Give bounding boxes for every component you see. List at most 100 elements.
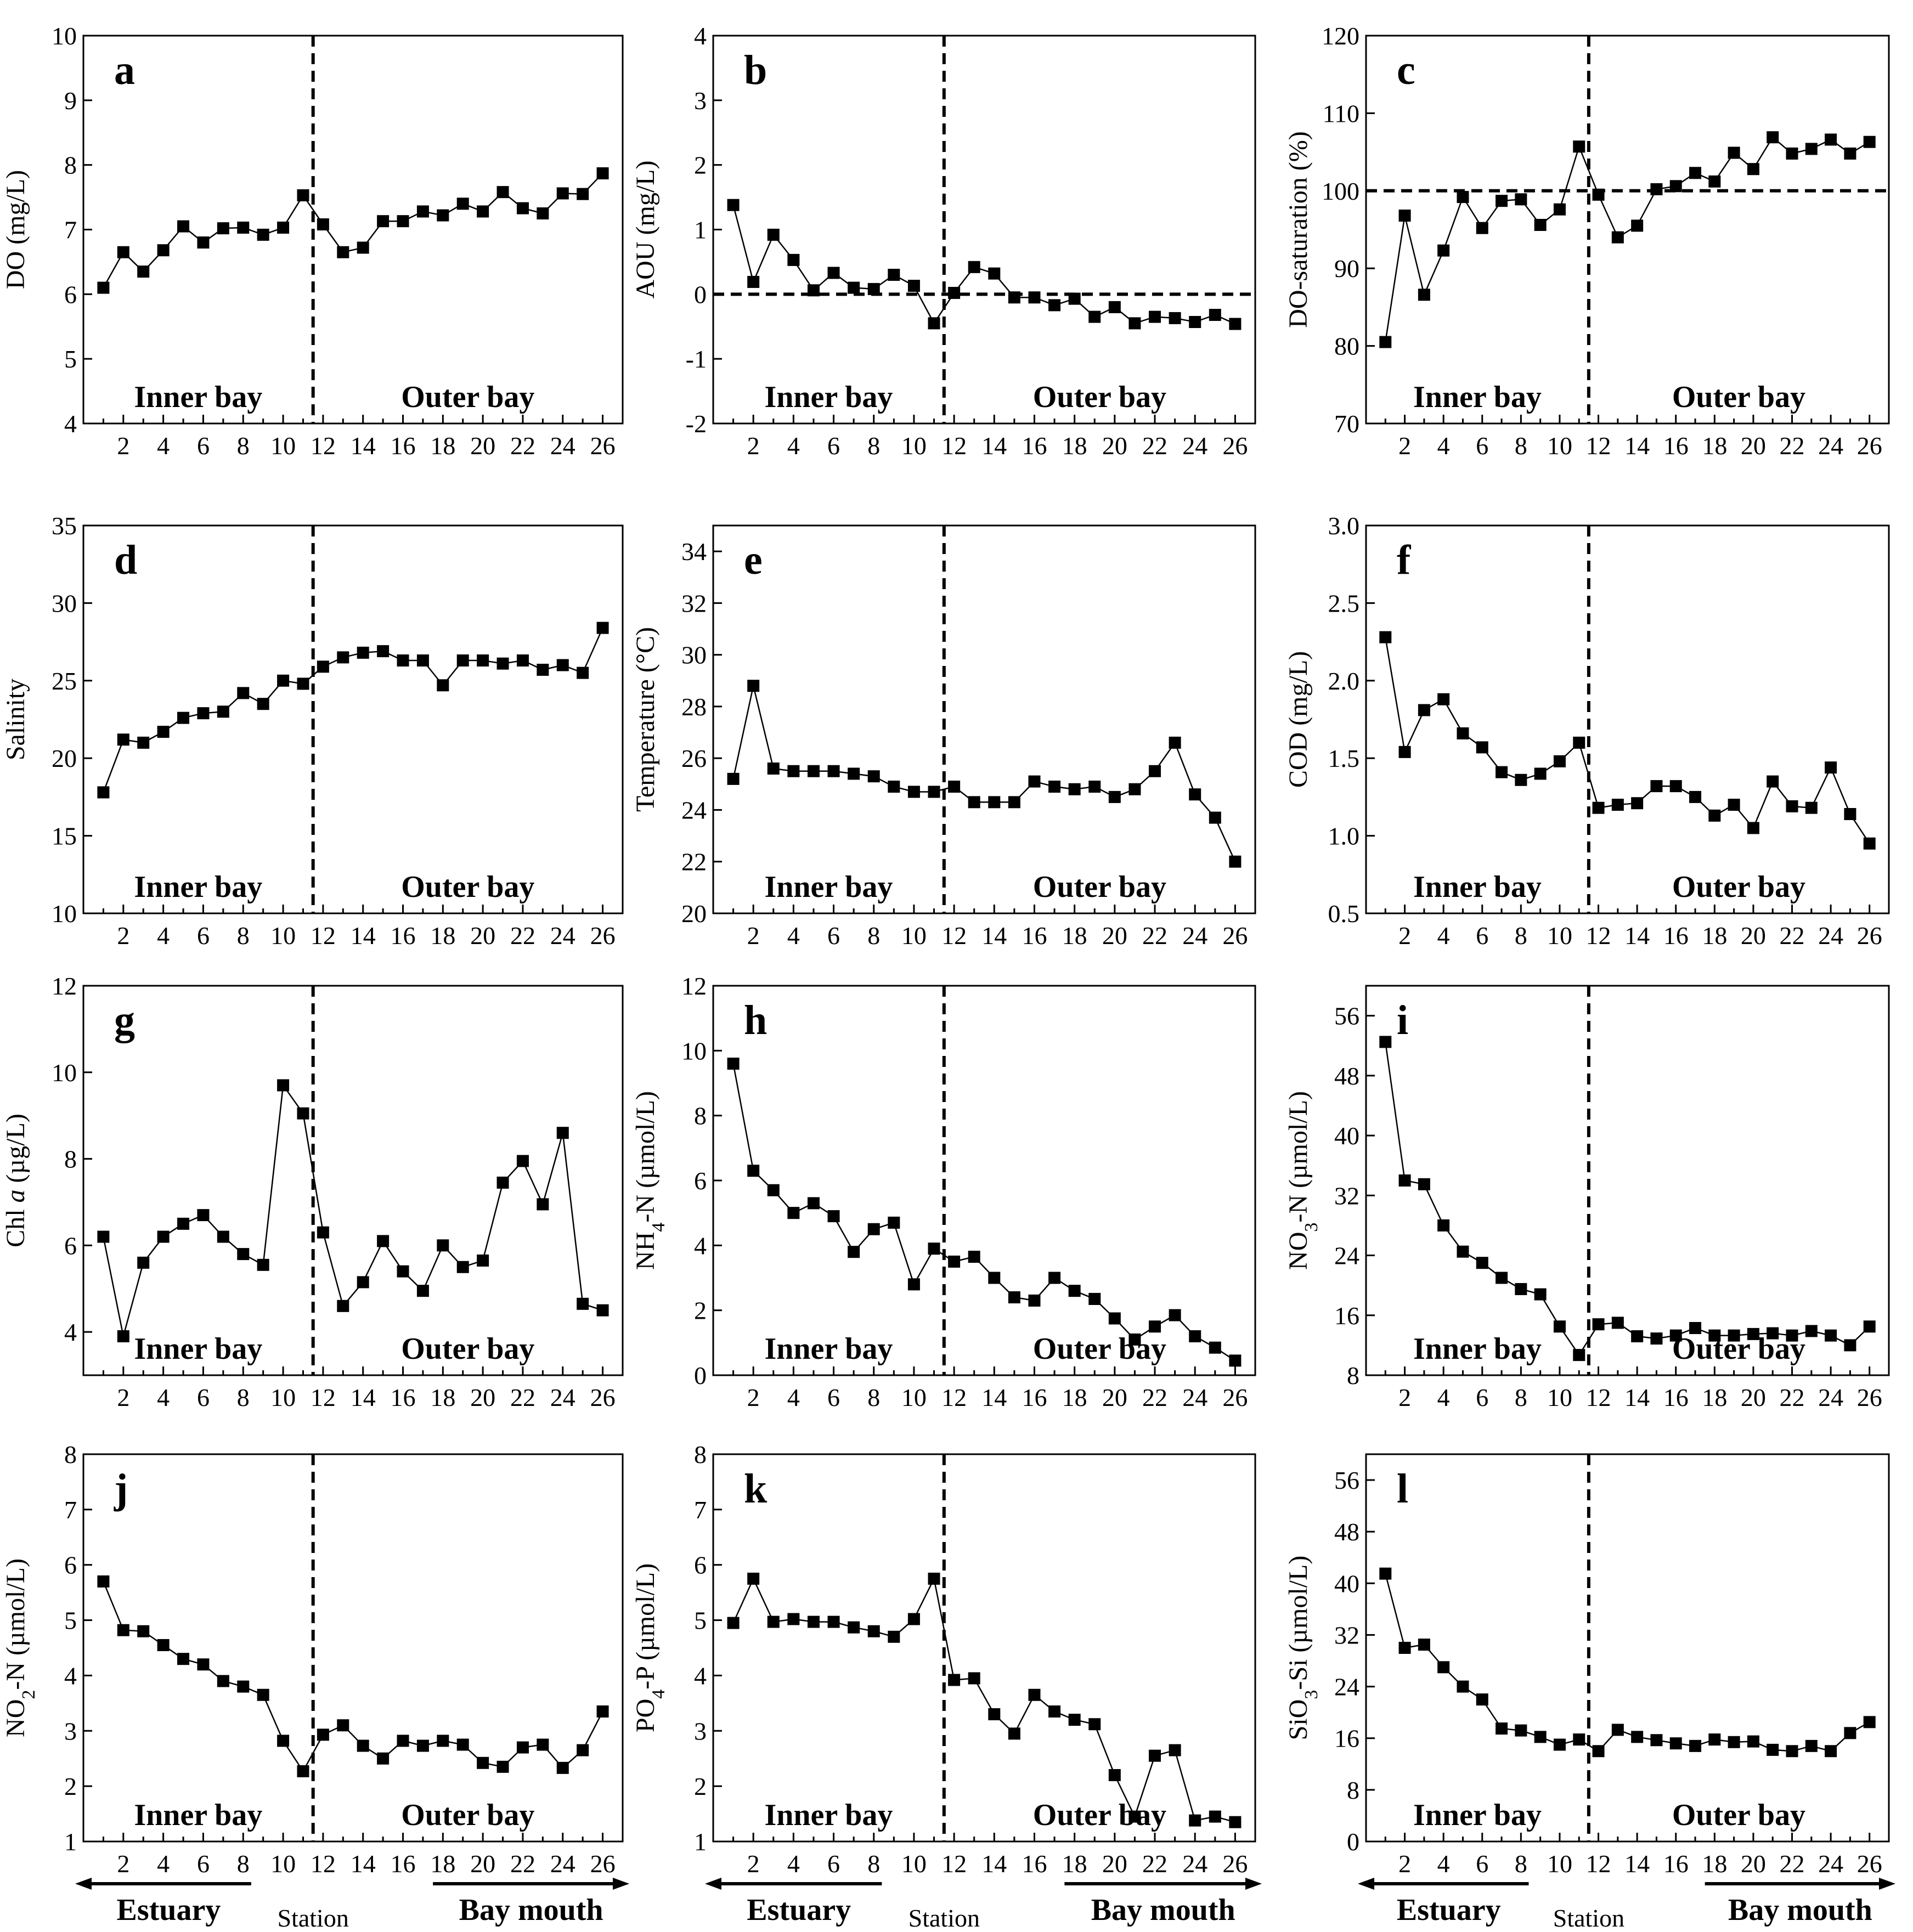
x-tick-label: 4 bbox=[787, 922, 800, 950]
plot-frame bbox=[712, 1453, 1256, 1843]
data-point bbox=[1611, 1724, 1624, 1736]
y-tick-label: 35 bbox=[52, 512, 77, 540]
data-point bbox=[1169, 1309, 1181, 1321]
y-tick-label: 3 bbox=[694, 87, 707, 115]
y-axis-title: AOU (mg/L) bbox=[631, 161, 660, 299]
series-line bbox=[1385, 136, 1870, 342]
data-point bbox=[867, 770, 880, 783]
data-point bbox=[537, 1738, 549, 1751]
x-tick-label: 18 bbox=[1062, 1383, 1087, 1411]
data-point bbox=[1209, 1810, 1221, 1823]
panel-letter: g bbox=[114, 997, 135, 1043]
data-point bbox=[1398, 1174, 1411, 1187]
series-line bbox=[732, 205, 1235, 325]
x-tick-label: 14 bbox=[351, 1850, 376, 1878]
region-label-outer: Outer bay bbox=[1033, 380, 1166, 414]
data-point bbox=[1825, 1329, 1837, 1342]
data-point bbox=[968, 1672, 980, 1685]
data-point bbox=[97, 1230, 110, 1243]
data-point bbox=[556, 659, 569, 671]
data-point bbox=[747, 1165, 760, 1177]
y-tick-label: 4 bbox=[64, 1318, 77, 1346]
plot-frame bbox=[712, 524, 1256, 914]
data-point bbox=[337, 651, 349, 664]
y-tick-label: 1.0 bbox=[1328, 822, 1360, 850]
y-tick-label: 12 bbox=[681, 972, 707, 1000]
data-point bbox=[1149, 310, 1161, 323]
data-point bbox=[1108, 1312, 1121, 1325]
data-point bbox=[297, 189, 309, 202]
y-tick-label: 8 bbox=[1347, 1776, 1359, 1804]
y-tick-label: 20 bbox=[52, 744, 77, 772]
data-point bbox=[1650, 183, 1663, 195]
x-tick-label: 8 bbox=[1515, 432, 1527, 460]
data-point bbox=[767, 1615, 780, 1628]
data-point bbox=[1844, 1339, 1856, 1352]
y-tick-label: 2 bbox=[64, 1772, 77, 1800]
data-point bbox=[747, 1572, 760, 1585]
x-tick-label: 6 bbox=[1476, 1383, 1488, 1411]
y-tick-label: 0.5 bbox=[1328, 900, 1360, 928]
x-tick-label: 20 bbox=[1741, 1383, 1766, 1411]
data-point bbox=[848, 767, 860, 780]
data-point bbox=[437, 679, 449, 692]
data-point bbox=[537, 207, 549, 220]
data-point bbox=[1689, 790, 1702, 803]
data-point bbox=[1088, 1718, 1101, 1731]
plot-frame bbox=[82, 1453, 624, 1843]
y-tick-label: 40 bbox=[1334, 1122, 1359, 1150]
data-point bbox=[1209, 1341, 1221, 1354]
y-tick-label: -1 bbox=[686, 345, 707, 373]
x-tick-label: 22 bbox=[510, 1850, 535, 1878]
data-point bbox=[827, 1615, 840, 1628]
x-tick-label: 12 bbox=[941, 432, 967, 460]
x-tick-label: 12 bbox=[941, 922, 967, 950]
data-point bbox=[1747, 1735, 1759, 1748]
data-point bbox=[1457, 191, 1469, 204]
panel-letter: h bbox=[744, 997, 767, 1043]
data-point bbox=[787, 1207, 800, 1219]
data-point bbox=[137, 265, 150, 278]
data-point bbox=[1863, 1320, 1876, 1333]
x-tick-label: 6 bbox=[1476, 432, 1488, 460]
x-tick-label: 24 bbox=[550, 432, 575, 460]
x-tick-label: 22 bbox=[1142, 922, 1167, 950]
series-line bbox=[1385, 1042, 1870, 1357]
y-tick-label: 7 bbox=[694, 1496, 707, 1524]
y-tick-label: 6 bbox=[64, 1551, 77, 1579]
x-tick-label: 14 bbox=[981, 1383, 1007, 1411]
data-point bbox=[1048, 1272, 1061, 1284]
x-tick-label: 12 bbox=[1586, 1850, 1611, 1878]
y-tick-label: 8 bbox=[694, 1102, 707, 1130]
y-tick-label: 6 bbox=[694, 1551, 707, 1579]
data-point bbox=[117, 733, 129, 746]
data-point bbox=[827, 267, 840, 279]
data-point bbox=[297, 677, 309, 690]
x-tick-label: 2 bbox=[1398, 1850, 1411, 1878]
y-tick-label: 32 bbox=[681, 589, 707, 617]
x-tick-label: 10 bbox=[901, 1850, 927, 1878]
data-point bbox=[1863, 135, 1876, 148]
x-tick-label: 14 bbox=[351, 432, 376, 460]
data-point bbox=[257, 698, 269, 710]
data-point bbox=[1689, 1321, 1702, 1334]
data-point bbox=[1169, 312, 1181, 324]
data-point bbox=[537, 1198, 549, 1211]
x-tick-label: 2 bbox=[1398, 432, 1411, 460]
x-tick-label: 8 bbox=[237, 1850, 250, 1878]
bay-mouth-label: Bay mouth bbox=[459, 1893, 603, 1927]
data-point bbox=[1008, 1727, 1020, 1740]
data-point bbox=[556, 1127, 569, 1139]
x-tick-label: 10 bbox=[1547, 1383, 1572, 1411]
y-tick-label: 1 bbox=[64, 1828, 77, 1856]
data-point bbox=[1169, 1744, 1181, 1756]
x-tick-label: 18 bbox=[1702, 922, 1727, 950]
y-tick-label: 20 bbox=[681, 900, 707, 928]
data-point bbox=[177, 1653, 190, 1665]
data-point bbox=[257, 1258, 269, 1271]
y-tick-label: 100 bbox=[1322, 177, 1359, 205]
data-point bbox=[1689, 167, 1702, 179]
y-tick-label: 25 bbox=[52, 667, 77, 695]
data-point bbox=[1611, 799, 1624, 811]
data-point bbox=[1708, 809, 1721, 822]
